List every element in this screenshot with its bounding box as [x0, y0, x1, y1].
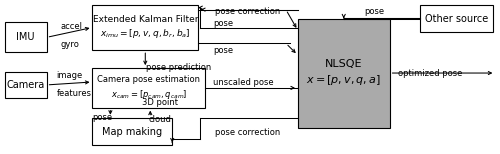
Text: gyro: gyro: [60, 40, 80, 49]
Text: pose correction: pose correction: [215, 128, 280, 137]
Text: IMU: IMU: [16, 32, 35, 42]
Text: features: features: [56, 89, 92, 98]
Text: Extended Kalman Filter
$x_{imu} = [p, v, q, b_r, b_a]$: Extended Kalman Filter $x_{imu} = [p, v,…: [92, 15, 198, 40]
Text: Camera pose estimation
$x_{cam} = [p_{cam}, q_{cam}]$: Camera pose estimation $x_{cam} = [p_{ca…: [98, 75, 200, 101]
Bar: [420, 5, 494, 32]
Text: Other source: Other source: [425, 14, 488, 24]
Text: pose: pose: [364, 7, 385, 16]
Bar: [4, 22, 46, 52]
Bar: [92, 118, 172, 145]
Bar: [298, 18, 390, 128]
Text: pose: pose: [92, 113, 112, 122]
Text: pose correction: pose correction: [215, 7, 280, 16]
Text: optimized pose: optimized pose: [398, 69, 462, 77]
Text: NLSQE
$x = [p, v, q, a]$: NLSQE $x = [p, v, q, a]$: [306, 59, 381, 87]
Text: Map making: Map making: [102, 126, 162, 136]
Text: pose prediction: pose prediction: [146, 63, 211, 72]
Text: image: image: [56, 71, 83, 80]
Bar: [4, 72, 46, 98]
Bar: [92, 5, 198, 50]
Text: pose: pose: [213, 19, 233, 28]
Text: cloud: cloud: [149, 115, 172, 124]
Bar: [92, 68, 205, 108]
Text: Camera: Camera: [6, 80, 45, 90]
Text: 3D point: 3D point: [142, 98, 178, 107]
Text: pose: pose: [213, 46, 233, 55]
Text: unscaled pose: unscaled pose: [213, 78, 274, 87]
Text: accel: accel: [60, 22, 82, 31]
